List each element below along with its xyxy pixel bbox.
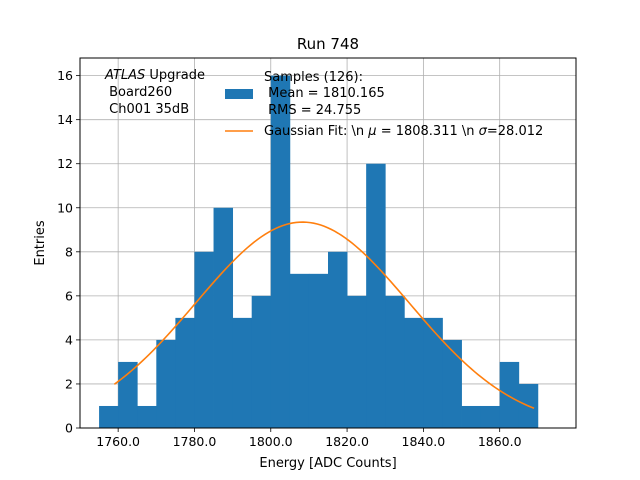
y-axis-label: Entries: [33, 220, 48, 266]
histogram-bar-0: [99, 405, 119, 428]
atlas-label: ATLAS: [104, 68, 145, 83]
y-tick-label-1: 2: [65, 376, 73, 391]
histogram-bar-7: [232, 317, 253, 428]
gaussian-fit-line: [113, 221, 535, 410]
legend: Samples (126): Mean = 1810.165 RMS = 24.…: [225, 70, 543, 139]
histogram-bar-10: [289, 273, 310, 428]
y-axis-ticks: 0 2 4 6 8 10 12 14 16: [57, 68, 80, 436]
y-tick-label-0: 0: [65, 421, 73, 436]
legend-sigma-symbol: σ: [479, 124, 488, 139]
legend-samples-line-1: Samples (126):: [264, 70, 363, 85]
gaussian-fit-curve: [113, 221, 535, 410]
legend-samples-swatch: [225, 89, 253, 99]
legend-fit-prefix: Gaussian Fit: \n: [264, 124, 368, 139]
y-tick-label-6: 12: [57, 156, 73, 171]
y-tick-label-3: 6: [65, 288, 73, 303]
legend-sigma-value: =28.012: [487, 124, 543, 139]
histogram-bar-4: [175, 317, 195, 428]
histogram-bar-15: [385, 295, 405, 428]
plot-frame: [79, 57, 577, 429]
x-tick-label-2: 1800.0: [249, 434, 293, 449]
histogram-bar-16: [404, 317, 424, 428]
y-tick-label-4: 8: [65, 244, 73, 259]
atlas-annotation: ATLAS Upgrade Board260 Ch001 35dB: [104, 68, 205, 117]
histogram-bar-8: [251, 295, 272, 428]
histogram-bar-21: [499, 361, 520, 428]
histogram-bar-11: [308, 273, 329, 428]
annotation-line-1: ATLAS Upgrade: [104, 68, 205, 83]
legend-samples-line-3: RMS = 24.755: [264, 103, 361, 118]
histogram-bar-13: [347, 295, 367, 428]
x-tick-label-1: 1780.0: [173, 434, 217, 449]
histogram-bar-17: [423, 317, 443, 428]
histogram-bars: [99, 75, 539, 428]
legend-fit-label: Gaussian Fit: \n μ = 1808.311 \n σ=28.01…: [264, 124, 543, 139]
upgrade-label: Upgrade: [145, 68, 205, 83]
y-tick-label-2: 4: [65, 332, 73, 347]
histogram-bar-5: [194, 251, 214, 428]
x-tick-label-5: 1860.0: [478, 434, 522, 449]
histogram-bar-9: [270, 75, 291, 428]
x-tick-label-0: 1760.0: [96, 434, 140, 449]
histogram-bar-12: [328, 251, 348, 428]
y-tick-label-8: 16: [57, 68, 73, 83]
annotation-line-3: Ch001 35dB: [105, 102, 189, 117]
legend-samples-line-2: Mean = 1810.165: [264, 86, 385, 101]
histogram-bar-3: [156, 339, 176, 428]
y-tick-label-7: 14: [57, 112, 73, 127]
x-axis-ticks: 1760.0 1780.0 1800.0 1820.0 1840.0 1860.0: [96, 428, 522, 449]
histogram-bar-6: [213, 207, 234, 428]
histogram-bar-18: [442, 339, 462, 428]
legend-mu-symbol: μ: [367, 124, 376, 139]
x-axis-label: Energy [ADC Counts]: [259, 456, 396, 471]
histogram-bar-2: [137, 405, 157, 428]
grid: [80, 58, 576, 429]
histogram-bar-14: [366, 163, 386, 428]
x-tick-label-4: 1840.0: [402, 434, 446, 449]
chart-title: Run 748: [297, 35, 359, 53]
histogram-bar-1: [118, 361, 138, 428]
annotation-line-2: Board260: [105, 85, 172, 100]
histogram-bar-20: [480, 405, 501, 428]
histogram-bar-19: [461, 405, 482, 428]
y-tick-label-5: 10: [57, 200, 73, 215]
x-tick-label-3: 1820.0: [325, 434, 369, 449]
legend-mu-value: = 1808.311 \n: [377, 124, 479, 139]
